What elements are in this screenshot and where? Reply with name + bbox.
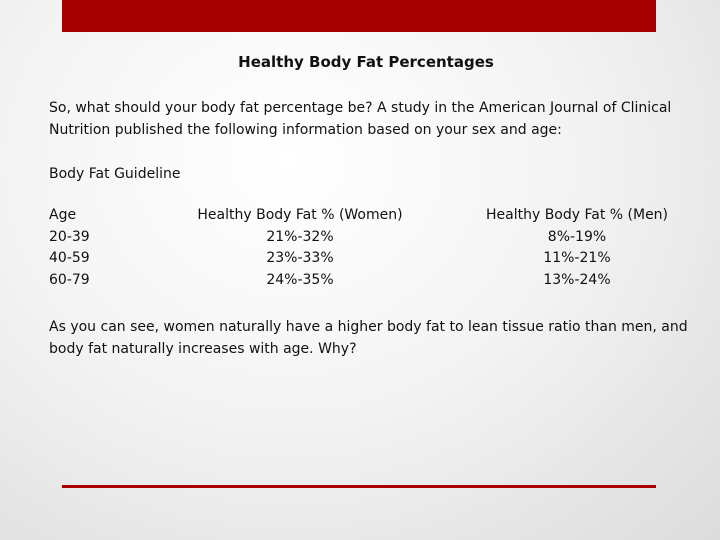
intro-paragraph: So, what should your body fat percentage… <box>49 100 672 138</box>
table-cell-men: 13%-24% <box>543 271 611 288</box>
table-cell-age: 20-39 <box>49 228 90 245</box>
table-cell-women: 24%-35% <box>266 271 334 288</box>
men-column: Healthy Body Fat % (Men) 8%-19% 11%-21% … <box>482 205 672 291</box>
table-cell-men: 11%-21% <box>543 250 611 266</box>
women-column: Healthy Body Fat % (Women) 21%-32% 23%-3… <box>193 205 407 291</box>
table-header-men: Healthy Body Fat % (Men) <box>485 207 669 223</box>
table-header-age: Age <box>49 207 77 223</box>
table-cell-men: 8%-19% <box>547 228 607 245</box>
slide-title: Healthy Body Fat Percentages <box>238 53 494 71</box>
guideline-label: Body Fat Guideline <box>49 166 181 182</box>
age-column: Age 20-39 40-59 60-79 <box>49 205 90 291</box>
table-cell-women: 23%-33% <box>266 250 334 266</box>
table-header-women: Healthy Body Fat % (Women) <box>197 207 403 223</box>
table-cell-women: 21%-32% <box>266 228 334 245</box>
table-cell-age: 40-59 <box>49 250 90 266</box>
closing-paragraph: As you can see, women naturally have a h… <box>49 319 688 357</box>
bottom-accent-rule <box>62 485 656 488</box>
top-accent-bar <box>62 0 656 32</box>
table-cell-age: 60-79 <box>49 271 90 288</box>
